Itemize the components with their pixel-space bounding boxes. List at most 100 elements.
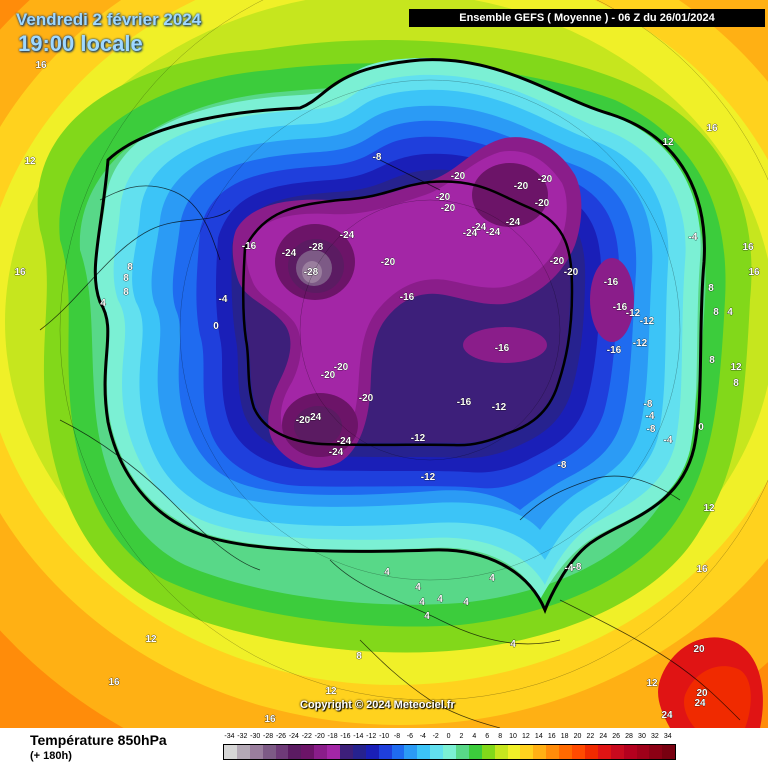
- scale-label: -32: [237, 733, 248, 740]
- isotherm-label: -16: [607, 345, 622, 356]
- color-scale-labels: -34 -32 -30 -28 -26 -24 -22 -20 -18 -16 -14 -12 -10-…: [223, 733, 676, 743]
- isotherm-label: 16: [264, 714, 276, 725]
- isotherm-label: -24: [282, 248, 297, 259]
- scale-swatch: [597, 745, 611, 759]
- isotherm-label: 12: [325, 686, 337, 697]
- isotherm-label: -4: [565, 563, 574, 574]
- isotherm-label: 8: [709, 355, 715, 366]
- isotherm-label: 4: [415, 582, 421, 593]
- isotherm-label: -20: [296, 415, 311, 426]
- isotherm-label: 0: [698, 422, 704, 433]
- isotherm-label: -20: [334, 362, 349, 373]
- isotherm-label: 4: [489, 573, 495, 584]
- scale-label: -28: [263, 733, 274, 740]
- isotherm-label: -20: [564, 267, 579, 278]
- forecast-date: Vendredi 2 février 2024: [16, 10, 202, 29]
- isotherm-label: -24: [307, 412, 322, 423]
- isotherm-label: 12: [730, 362, 742, 373]
- scale-label: -2: [432, 733, 439, 740]
- isotherm-label: 4: [384, 567, 390, 578]
- scale-label: -20: [314, 733, 325, 740]
- isotherm-label: -12: [492, 402, 507, 413]
- scale-swatch: [327, 745, 341, 759]
- isotherm-label: 12: [703, 503, 715, 514]
- isotherm-label: 0: [213, 321, 219, 332]
- scale-swatch: [520, 745, 534, 759]
- scale-swatch: [481, 745, 495, 759]
- scale-swatch: [623, 745, 637, 759]
- forecast-local-time: 19:00 locale: [18, 31, 143, 56]
- isotherm-label: -28: [304, 267, 319, 278]
- scale-swatch: [404, 745, 418, 759]
- scale-swatch: [301, 745, 315, 759]
- scale-swatch: [546, 745, 560, 759]
- isotherm-label: -4: [646, 411, 655, 422]
- isotherm-label: 16: [706, 123, 718, 134]
- isotherm-label: -20: [381, 257, 396, 268]
- scale-label: 26: [612, 733, 621, 740]
- isotherm-label: -16: [495, 343, 510, 354]
- isotherm-label: -24: [506, 217, 521, 228]
- isotherm-label: 20: [696, 688, 708, 699]
- isotherm-label: -12: [421, 472, 436, 483]
- scale-swatch: [365, 745, 379, 759]
- isotherm-label: -24: [486, 227, 501, 238]
- scale-label: 16: [547, 733, 556, 740]
- model-run-banner: Ensemble GEFS ( Moyenne ) - 06 Z du 26/0…: [409, 9, 765, 27]
- scale-label: -24: [288, 733, 299, 740]
- isotherm-label: 12: [662, 137, 674, 148]
- isotherm-label: -16: [457, 397, 472, 408]
- isotherm-label: -20: [441, 203, 456, 214]
- scale-label: 18: [560, 733, 569, 740]
- isotherm-label: 12: [646, 678, 658, 689]
- scale-label: -30: [250, 733, 261, 740]
- isotherm-label: -20: [436, 192, 451, 203]
- scale-label: 2: [459, 733, 464, 740]
- scale-swatch: [456, 745, 469, 759]
- isotherm-label: -4: [219, 294, 228, 305]
- isotherm-label: 4: [463, 597, 469, 608]
- scale-swatch: [314, 745, 328, 759]
- isotherm-label: 16: [742, 242, 754, 253]
- isotherm-label: 4: [100, 298, 106, 309]
- isotherm-label: 8: [356, 651, 362, 662]
- isotherm-label: 4: [510, 639, 516, 650]
- scale-label: -16: [340, 733, 351, 740]
- scale-swatch: [288, 745, 302, 759]
- isotherm-label: 24: [661, 710, 673, 721]
- copyright-text: Copyright © 2024 Meteociel.fr: [300, 699, 455, 711]
- scale-label: -26: [275, 733, 287, 740]
- scale-swatch: [236, 745, 250, 759]
- isotherm-label: -16: [613, 302, 628, 313]
- isotherm-label: -28: [309, 242, 324, 253]
- isotherm-label: -16: [400, 292, 415, 303]
- scale-swatch: [649, 745, 663, 759]
- isotherm-label: -8: [373, 152, 382, 163]
- scale-swatch: [352, 745, 366, 759]
- isotherm-label: 8: [127, 262, 133, 273]
- isotherm-label: -4: [689, 232, 698, 243]
- isotherm-label: 16: [108, 677, 120, 688]
- scale-label: -6: [406, 733, 414, 740]
- scale-label: 6: [485, 733, 490, 740]
- scale-swatch: [378, 745, 392, 759]
- isotherm-label: 16: [14, 267, 26, 278]
- isotherm-label: -20: [321, 370, 336, 381]
- isotherm-label: 20: [693, 644, 705, 655]
- isotherm-label: -8: [647, 424, 656, 435]
- scale-label: -34: [224, 733, 235, 740]
- isotherm-label: -8: [558, 460, 567, 471]
- scale-swatch: [430, 745, 444, 759]
- scale-swatch: [507, 745, 521, 759]
- scale-swatch: [468, 745, 482, 759]
- isotherm-label: 8: [123, 287, 129, 298]
- legend-subtitle: (+ 180h): [30, 750, 72, 762]
- color-scale: -34 -32 -30 -28 -26 -24 -22 -20 -18 -16 -14 -12 -10-…: [223, 733, 677, 763]
- scale-swatch: [224, 745, 237, 759]
- isotherm-label: 12: [145, 634, 157, 645]
- isotherm-label: -12: [626, 308, 641, 319]
- scale-swatch: [572, 745, 585, 759]
- scale-swatch: [340, 745, 353, 759]
- isotherm-label: 8: [123, 273, 129, 284]
